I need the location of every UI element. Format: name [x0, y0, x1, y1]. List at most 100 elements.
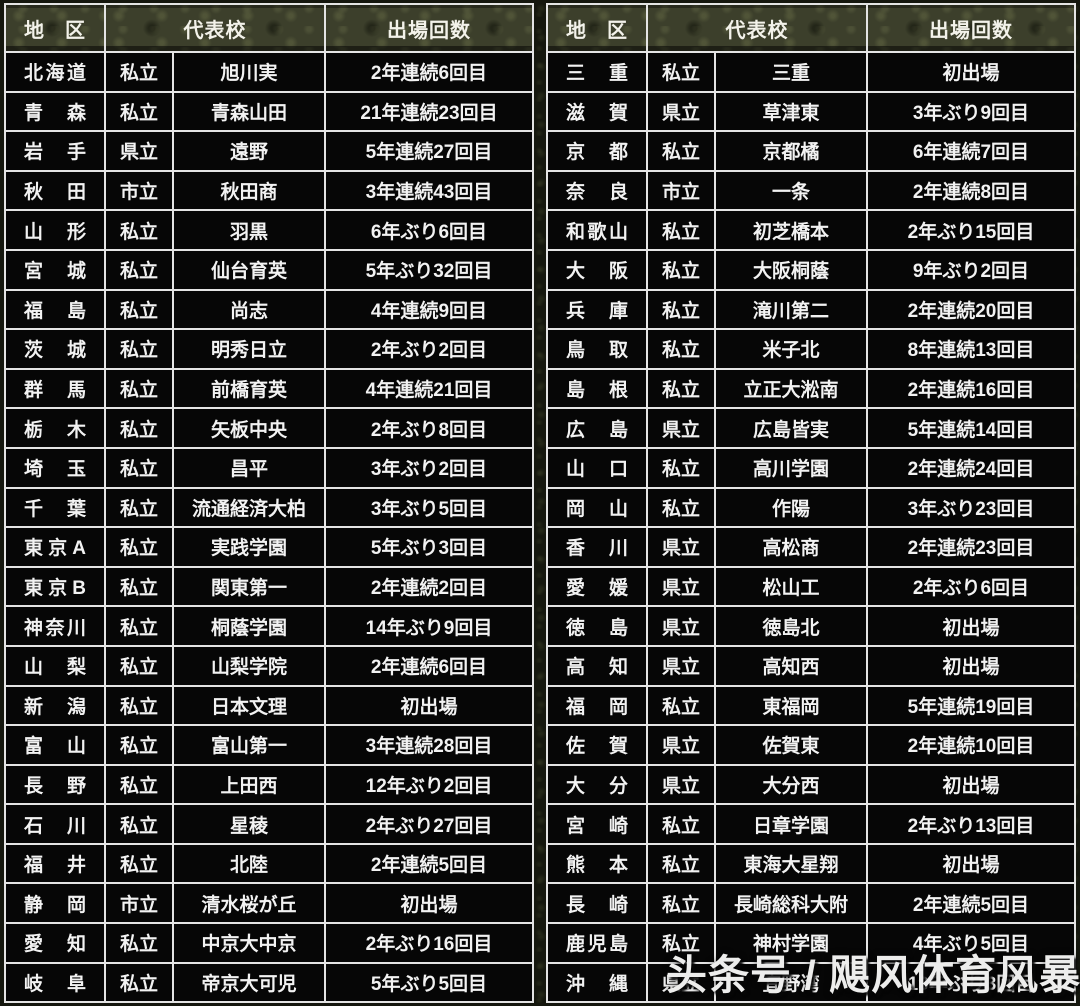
school-type-cell: 県立 [646, 961, 716, 1004]
table-row: 神奈川 私立 桐蔭学園 14年ぶり9回目 [4, 605, 534, 647]
table-row: 和歌山 私立 初芝橋本 2年ぶり15回目 [546, 209, 1076, 251]
school-type-cell: 私立 [104, 961, 174, 1004]
table-row: 高知 県立 高知西 初出場 [546, 644, 1076, 687]
region-cell: 埼玉 [4, 446, 106, 489]
region-label: 北海道 [24, 63, 86, 85]
school-name-cell: 初芝橋本 [714, 209, 868, 251]
region-cell: 岐阜 [4, 961, 106, 1004]
region-label: 山口 [566, 459, 628, 481]
table-row: 佐賀 県立 佐賀東 2年連続10回目 [546, 724, 1076, 766]
appearances-cell: 2年ぶり15回目 [866, 209, 1076, 251]
table-row: 福岡 私立 東福岡 5年連続19回目 [546, 684, 1076, 727]
table-row: 新潟 私立 日本文理 初出場 [4, 684, 534, 727]
header-row: 地区 代表校 出場回数 [546, 3, 1076, 53]
region-label: 栃木 [24, 419, 86, 441]
school-name-cell: 大分西 [714, 763, 868, 806]
school-type-cell: 私立 [646, 248, 716, 291]
appearances-cell: 14年ぶり9回目 [324, 605, 534, 647]
school-name-cell: 青森山田 [172, 90, 326, 133]
school-name-cell: 実践学園 [172, 526, 326, 568]
school-name-cell: 立正大淞南 [714, 367, 868, 410]
table-row: 埼玉 私立 昌平 3年ぶり2回目 [4, 446, 534, 489]
region-label: 新潟 [24, 696, 86, 718]
school-type-cell: 私立 [646, 367, 716, 410]
school-type-cell: 私立 [104, 90, 174, 133]
school-type-cell: 私立 [646, 446, 716, 489]
school-type-cell: 私立 [646, 51, 716, 93]
table-row: 愛媛 県立 松山工 2年ぶり6回目 [546, 565, 1076, 608]
region-label: 富山 [24, 736, 86, 758]
school-type-cell: 私立 [104, 407, 174, 449]
table-row: 愛知 私立 中京大中京 2年ぶり16回目 [4, 922, 534, 964]
school-name-cell: 中京大中京 [172, 922, 326, 964]
school-name-cell: 高川学園 [714, 446, 868, 489]
school-type-cell: 私立 [646, 882, 716, 925]
school-type-cell: 県立 [646, 763, 716, 806]
region-label: 福井 [24, 855, 86, 877]
region-label: 静岡 [24, 894, 86, 916]
table-row: 長野 私立 上田西 12年ぶり2回目 [4, 763, 534, 806]
appearances-cell: 4年連続21回目 [324, 367, 534, 410]
school-name-cell: 三重 [714, 51, 868, 93]
school-name-cell: 宜野湾 [714, 961, 868, 1004]
school-name-cell: 北陸 [172, 842, 326, 885]
region-label: 埼玉 [24, 459, 86, 481]
region-label: 福岡 [566, 696, 628, 718]
appearances-cell: 5年ぶり5回目 [324, 961, 534, 1004]
column-header-region-label: 地区 [566, 19, 628, 42]
appearances-cell: 初出場 [866, 605, 1076, 647]
table-row: 富山 私立 富山第一 3年連続28回目 [4, 724, 534, 766]
region-cell: 香川 [546, 526, 648, 568]
table-row: 山口 私立 高川学園 2年連続24回目 [546, 446, 1076, 489]
region-cell: 千葉 [4, 486, 106, 529]
column-header-region: 地区 [546, 3, 648, 53]
school-name-cell: 東海大星翔 [714, 842, 868, 885]
region-cell: 広島 [546, 407, 648, 449]
school-name-cell: 高松商 [714, 526, 868, 568]
appearances-cell: 5年連続14回目 [866, 407, 1076, 449]
school-type-cell: 私立 [104, 565, 174, 608]
table-row: 徳島 県立 徳島北 初出場 [546, 605, 1076, 647]
table-row: 三重 私立 三重 初出場 [546, 51, 1076, 93]
school-type-cell: 私立 [646, 684, 716, 727]
region-label: 熊本 [566, 855, 628, 877]
school-type-cell: 私立 [104, 486, 174, 529]
region-label: 山形 [24, 221, 86, 243]
school-type-cell: 県立 [104, 130, 174, 172]
school-name-cell: 矢板中央 [172, 407, 326, 449]
appearances-cell: 2年連続20回目 [866, 288, 1076, 331]
school-type-cell: 県立 [646, 90, 716, 133]
school-type-cell: 私立 [646, 209, 716, 251]
school-name-cell: 草津東 [714, 90, 868, 133]
appearances-cell: 初出場 [866, 51, 1076, 93]
region-cell: 山形 [4, 209, 106, 251]
school-type-cell: 私立 [104, 922, 174, 964]
column-header-region: 地区 [4, 3, 106, 53]
school-name-cell: 東福岡 [714, 684, 868, 727]
appearances-cell: 4年連続9回目 [324, 288, 534, 331]
region-cell: 栃木 [4, 407, 106, 449]
region-cell: 北海道 [4, 51, 106, 93]
region-label: 京都 [566, 142, 628, 164]
school-name-cell: 尚志 [172, 288, 326, 331]
region-label: 鹿児島 [566, 934, 628, 956]
region-label: 広島 [566, 419, 628, 441]
region-cell: 沖縄 [546, 961, 648, 1004]
school-name-cell: 広島皆実 [714, 407, 868, 449]
appearances-cell: 12年ぶり2回目 [324, 763, 534, 806]
school-type-cell: 私立 [104, 684, 174, 727]
school-type-cell: 県立 [646, 605, 716, 647]
region-cell: 滋賀 [546, 90, 648, 133]
appearances-cell: 3年連続28回目 [324, 724, 534, 766]
region-label: 愛媛 [566, 578, 628, 600]
appearances-cell: 9年ぶり2回目 [866, 248, 1076, 291]
table-row: 宮城 私立 仙台育英 5年ぶり32回目 [4, 248, 534, 291]
appearances-cell: 6年連続7回目 [866, 130, 1076, 172]
region-cell: 熊本 [546, 842, 648, 885]
region-label: 青森 [24, 102, 86, 124]
region-cell: 京都 [546, 130, 648, 172]
table-row: 岩手 県立 遠野 5年連続27回目 [4, 130, 534, 172]
region-label: 沖縄 [566, 973, 628, 995]
region-label: 東京A [24, 538, 86, 560]
